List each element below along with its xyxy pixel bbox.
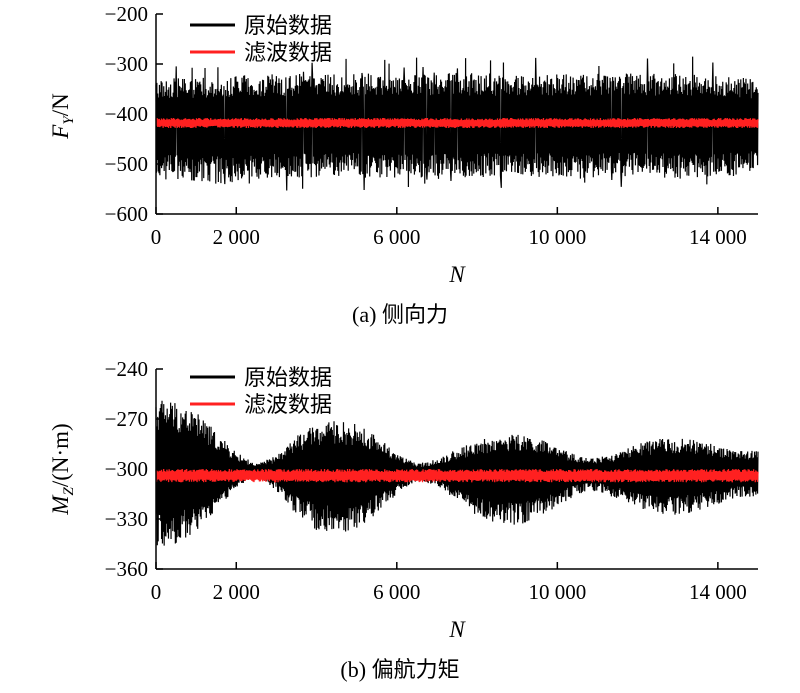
x-tick-label: 6 000: [373, 225, 420, 249]
series-line-raw-a: [155, 56, 759, 191]
legend-label-raw-a: 原始数据: [244, 13, 332, 38]
caption-b: (b) 偏航力矩: [340, 657, 459, 682]
series-filtered-data-b: [155, 468, 759, 483]
y-tick-label: −360: [105, 557, 148, 581]
legend-b: 原始数据 滤波数据: [190, 365, 332, 417]
y-tick-label: −300: [105, 52, 148, 76]
series-line-filtered-b: [155, 468, 759, 483]
legend-label-filtered-a: 滤波数据: [244, 40, 332, 65]
series-raw-data-a: [155, 56, 759, 191]
x-tick-label: 6 000: [373, 580, 420, 604]
y-tick-label: −240: [105, 357, 148, 381]
series-raw-data-b: [155, 400, 759, 546]
panel-b-yaw-moment: −240 −270 −300 −330 −360 0 2 000 6 000 10 000 14…: [48, 357, 759, 682]
y-axis-label-a: FY/N: [48, 93, 77, 140]
series-line-raw-b: [155, 400, 759, 546]
y-tick-label: −330: [105, 507, 148, 531]
x-tick-label: 14 000: [689, 225, 747, 249]
caption-a: (a) 侧向力: [352, 302, 448, 327]
panel-a-lateral-force: −200 −300 −400 −500 −600 0 2 000 6 000 10 000 14…: [48, 2, 759, 327]
x-axis-label-a: N: [448, 262, 466, 287]
legend-a: 原始数据 滤波数据: [190, 13, 332, 65]
y-tick-label: −600: [105, 202, 148, 226]
legend-label-filtered-b: 滤波数据: [244, 392, 332, 417]
series-line-filtered-a: [155, 117, 759, 129]
legend-label-raw-b: 原始数据: [244, 365, 332, 390]
series-filtered-data-a: [155, 117, 759, 129]
x-tick-label: 2 000: [213, 225, 260, 249]
x-axis-label-b: N: [448, 617, 466, 642]
y-tick-label: −200: [105, 2, 148, 26]
x-tick-label: 10 000: [528, 225, 586, 249]
y-tick-label: −500: [105, 152, 148, 176]
x-ticks-b: 0 2 000 6 000 10 000 14 000: [151, 562, 747, 604]
x-tick-label: 10 000: [528, 580, 586, 604]
y-ticks-a: −200 −300 −400 −500 −600: [105, 2, 163, 226]
y-tick-label: −270: [105, 407, 148, 431]
x-tick-label: 0: [151, 580, 162, 604]
y-axis-label-b: MZ/(N·m): [48, 423, 77, 515]
x-tick-label: 14 000: [689, 580, 747, 604]
y-tick-label: −400: [105, 102, 148, 126]
x-tick-label: 2 000: [213, 580, 260, 604]
y-tick-label: −300: [105, 457, 148, 481]
x-tick-label: 0: [151, 225, 162, 249]
y-ticks-b: −240 −270 −300 −330 −360: [105, 357, 163, 581]
x-ticks-a: 0 2 000 6 000 10 000 14 000: [151, 207, 747, 249]
